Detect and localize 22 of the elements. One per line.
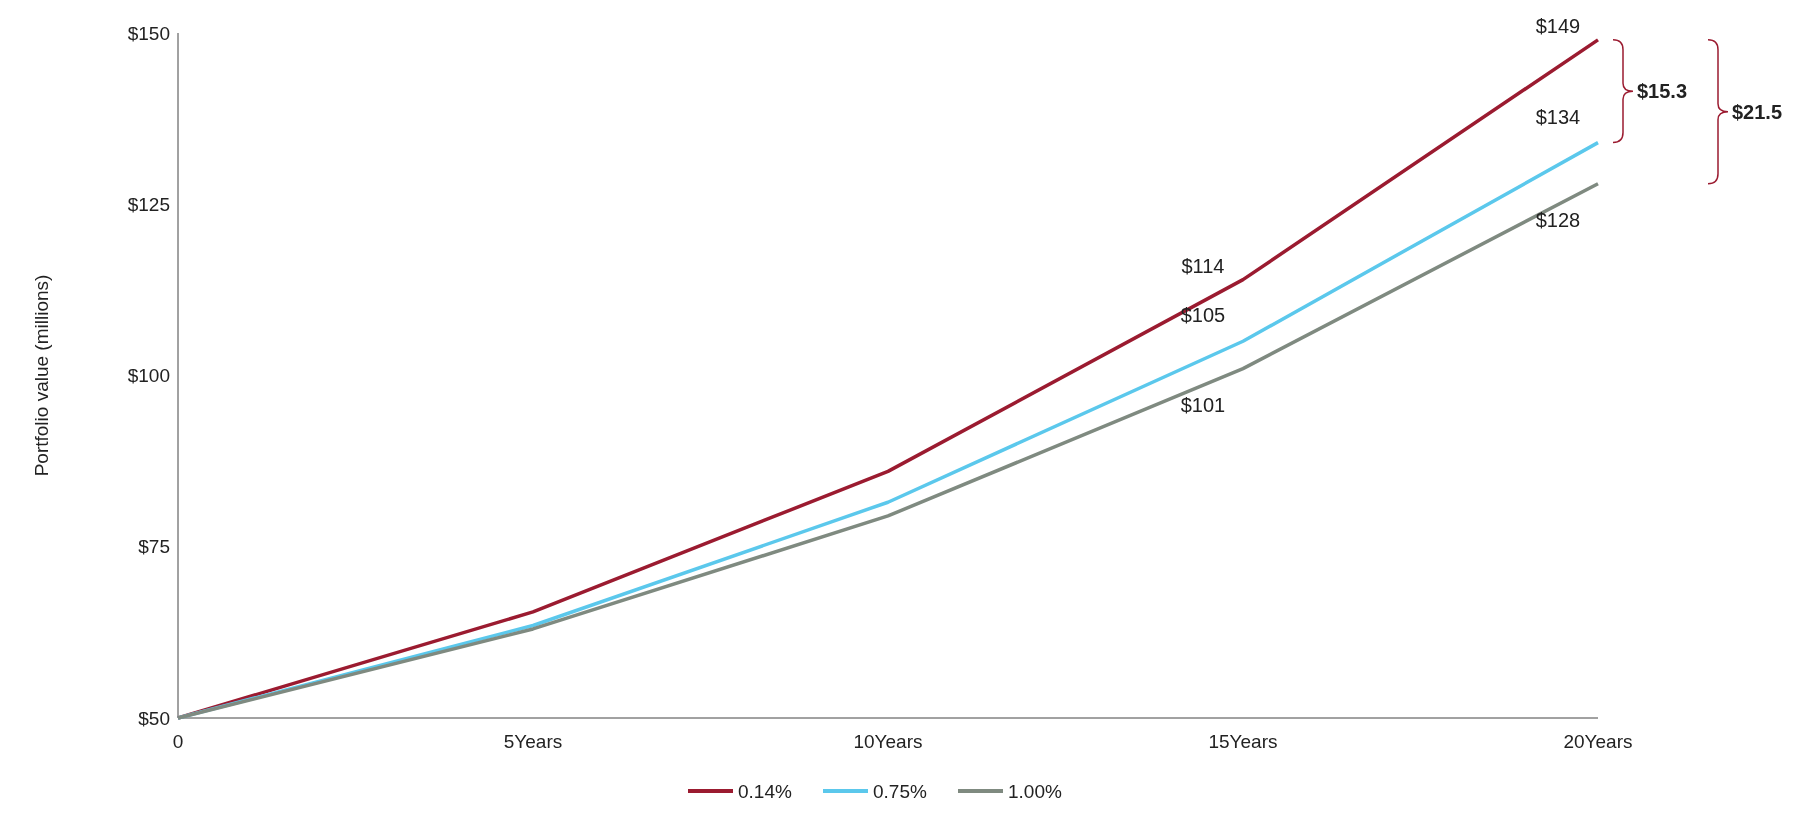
text: $21.5 [1732, 100, 1783, 123]
legend-label: 1.00% [1008, 780, 1062, 802]
x-tick-label: 0 [172, 731, 184, 752]
y-tick-label: $150 [127, 22, 170, 44]
x-tick-label: 15Years [1208, 731, 1278, 752]
legend-label: 0.14% [738, 780, 792, 802]
y-axis-title: Portfolio value (millions) [31, 274, 52, 477]
data-label: $149 [1535, 14, 1581, 37]
x-tick-label: 20Years [1563, 731, 1633, 752]
data-label: $101 [1180, 393, 1226, 416]
y-tick-label: $100 [127, 365, 170, 387]
data-label: $114 [1181, 254, 1225, 277]
y-tick-label: $125 [127, 193, 170, 215]
x-tick-label: 10Years [853, 731, 923, 752]
y-tick-label: $50 [138, 707, 170, 729]
y-tick-label: $75 [138, 536, 170, 558]
text: $15.3 [1637, 80, 1688, 103]
data-label: $105 [1180, 304, 1226, 327]
data-label: $134 [1535, 105, 1581, 128]
legend-label: 0.75% [873, 780, 927, 802]
x-tick-label: 5Years [503, 731, 563, 752]
data-label: $128 [1535, 208, 1581, 231]
